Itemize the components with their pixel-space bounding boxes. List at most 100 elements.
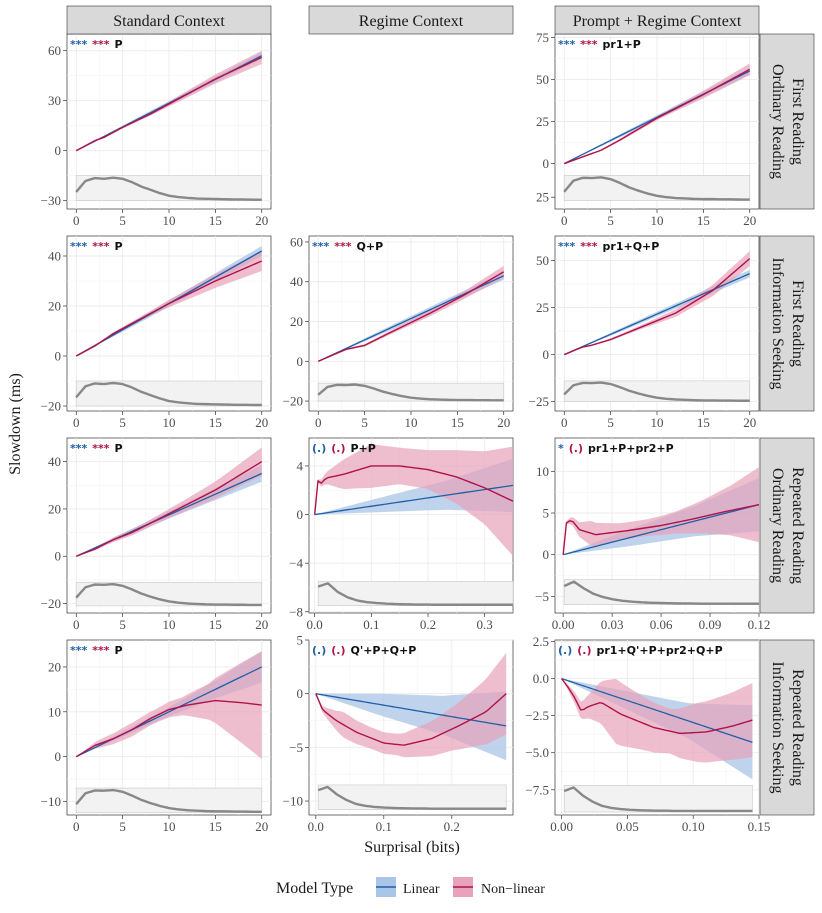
x-tick-label: 15 [209,415,222,430]
predictor-label: pr1+Q'+P+pr2+Q+P [596,644,722,657]
x-tick-label: 10 [163,415,176,430]
axes: 0 5 10 15 20 0 25 50 75 25 [536,30,756,228]
density-inset [75,175,263,201]
row-header-3-line1: Repeated Reading [789,467,806,584]
legend-linear-label: Linear [403,882,440,897]
y-tick-label: 25 [536,114,549,129]
nonlinear-ci-band [561,678,753,763]
x-tick-label: 5 [119,213,126,228]
y-tick-label: −20 [283,394,303,409]
linear-significance: (.) [312,644,326,657]
linear-significance: (.) [312,442,326,455]
y-tick-label: −30 [41,193,61,208]
x-tick-label: 0 [315,415,322,430]
y-tick-label: 50 [536,253,549,268]
x-tick-label: 5 [361,415,368,430]
nonlinear-significance: *** [92,38,110,51]
x-tick-label: 0.03 [601,617,624,632]
x-tick-label: 15 [209,617,222,632]
y-tick-label: −20 [41,399,61,414]
density-inset [563,175,751,201]
density-inset [317,581,514,607]
predictor-label: Q'+P+Q+P [350,644,416,657]
significance-annotation: (.) (.) Q'+P+Q+P [312,644,416,657]
y-tick-label: 0 [297,507,304,522]
x-tick-label: 10 [163,617,176,632]
density-curve [75,176,262,201]
row-header-4-line2: Information Seeking [769,662,786,794]
linear-fit-line [315,693,507,727]
linear-significance: *** [312,240,330,253]
legend: Model Type Linear Non−linear [276,877,545,897]
x-tick-label: 20 [255,819,268,834]
axes: 0.00 0.03 0.06 0.09 0.12 −5 0 5 10 [535,464,770,632]
row-headers: First Reading Ordinary Reading First Rea… [759,33,815,816]
y-tick-label: 10 [536,464,549,479]
panel-r4-c2: (.) (.) Q'+P+Q+P 0.0 0.1 0.2 −10 −5 0 5 [283,633,514,835]
linear-significance: *** [70,442,88,455]
significance-annotation: *** *** pr1+Q+P [558,240,659,253]
density-box [563,579,760,605]
x-tick-label: 0.10 [682,819,705,834]
y-tick-label: −10 [283,794,303,809]
y-tick-label: 20 [48,299,61,314]
x-tick-label: 0.1 [363,617,379,632]
y-tick-label: 0 [55,749,62,764]
x-tick-label: 0.00 [550,819,573,834]
axes: 0.0 0.1 0.2 0.3 −8 −4 0 4 [289,458,493,632]
density-inset [75,787,263,814]
x-tick-label: 0.06 [650,617,673,632]
y-tick-label: 4 [297,458,304,473]
x-tick-label: 5 [607,415,614,430]
nonlinear-significance: *** [580,240,598,253]
linear-ci-band [76,465,262,557]
x-tick-label: 10 [163,213,176,228]
y-tick-label: 0 [297,354,304,369]
nonlinear-fit-line [317,271,505,362]
y-tick-label: 20 [290,314,303,329]
density-curve [75,582,262,607]
y-tick-label: 0 [55,349,62,364]
density-curve [563,580,759,605]
density-curve [317,785,507,810]
nonlinear-significance: *** [92,240,110,253]
y-tick-label: 10 [48,704,61,719]
significance-annotation: *** *** pr1+P [558,38,641,51]
panel-r3-c2: (.) (.) P+P 0.0 0.1 0.2 0.3 −8 −4 0 4 [289,437,514,632]
density-curve [563,786,753,813]
nonlinear-fit-line [75,260,263,357]
legend-nonlinear-label: Non−linear [481,882,545,897]
nonlinear-ci-band [76,50,262,151]
x-tick-label: 0 [73,415,80,430]
y-tick-label: 75 [536,30,549,45]
y-tick-label: −5.0 [525,745,549,760]
x-tick-label: 15 [209,213,222,228]
axes: 0.0 0.1 0.2 −10 −5 0 5 [283,633,460,835]
y-tick-label: 40 [48,249,61,264]
significance-annotation: (.) (.) P+P [312,442,376,455]
y-tick-label: 60 [48,43,61,58]
x-tick-label: 10 [651,213,664,228]
x-tick-label: 0.3 [477,617,493,632]
column-header-standard: Standard Context [113,13,225,30]
y-tick-label: 0.0 [533,671,549,686]
x-tick-label: 0.12 [748,617,771,632]
nonlinear-significance: (.) [331,442,345,455]
predictor-label: P [115,240,123,253]
x-tick-label: 0.1 [376,819,392,834]
x-tick-label: 20 [255,617,268,632]
axes: 0 5 10 15 20 −20 0 20 40 60 [283,234,511,430]
density-box [563,380,751,402]
significance-annotation: *** *** P [70,240,123,253]
x-tick-label: 10 [651,415,664,430]
axes: 0 5 10 15 20 −10 0 10 20 [41,659,269,834]
y-tick-label: 50 [536,72,549,87]
linear-significance: (.) [558,644,572,657]
grid [309,236,513,411]
nonlinear-significance: *** [580,38,598,51]
y-tick-label: 5 [297,633,304,648]
nonlinear-ci-band [315,652,507,758]
x-tick-label: 15 [451,415,464,430]
nonlinear-fit-line [75,56,263,152]
x-tick-label: 0.2 [420,617,436,632]
